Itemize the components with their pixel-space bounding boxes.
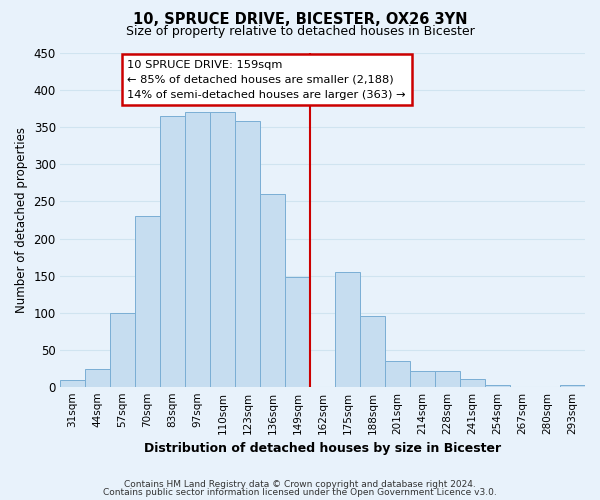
- Bar: [410, 371, 435, 388]
- Bar: [435, 371, 460, 388]
- Bar: [235, 121, 260, 388]
- Bar: [360, 316, 385, 388]
- X-axis label: Distribution of detached houses by size in Bicester: Distribution of detached houses by size …: [144, 442, 501, 455]
- Bar: [460, 379, 485, 388]
- Bar: [160, 116, 185, 388]
- Bar: [260, 194, 285, 388]
- Text: 10, SPRUCE DRIVE, BICESTER, OX26 3YN: 10, SPRUCE DRIVE, BICESTER, OX26 3YN: [133, 12, 467, 28]
- Bar: [285, 277, 310, 388]
- Bar: [110, 313, 135, 388]
- Bar: [510, 386, 535, 388]
- Y-axis label: Number of detached properties: Number of detached properties: [15, 127, 28, 313]
- Bar: [560, 385, 585, 388]
- Bar: [185, 112, 210, 388]
- Bar: [210, 112, 235, 388]
- Bar: [485, 385, 510, 388]
- Text: Contains public sector information licensed under the Open Government Licence v3: Contains public sector information licen…: [103, 488, 497, 497]
- Text: Contains HM Land Registry data © Crown copyright and database right 2024.: Contains HM Land Registry data © Crown c…: [124, 480, 476, 489]
- Bar: [135, 216, 160, 388]
- Bar: [85, 369, 110, 388]
- Bar: [335, 272, 360, 388]
- Text: 10 SPRUCE DRIVE: 159sqm
← 85% of detached houses are smaller (2,188)
14% of semi: 10 SPRUCE DRIVE: 159sqm ← 85% of detache…: [127, 60, 406, 100]
- Bar: [385, 362, 410, 388]
- Text: Size of property relative to detached houses in Bicester: Size of property relative to detached ho…: [125, 25, 475, 38]
- Bar: [60, 380, 85, 388]
